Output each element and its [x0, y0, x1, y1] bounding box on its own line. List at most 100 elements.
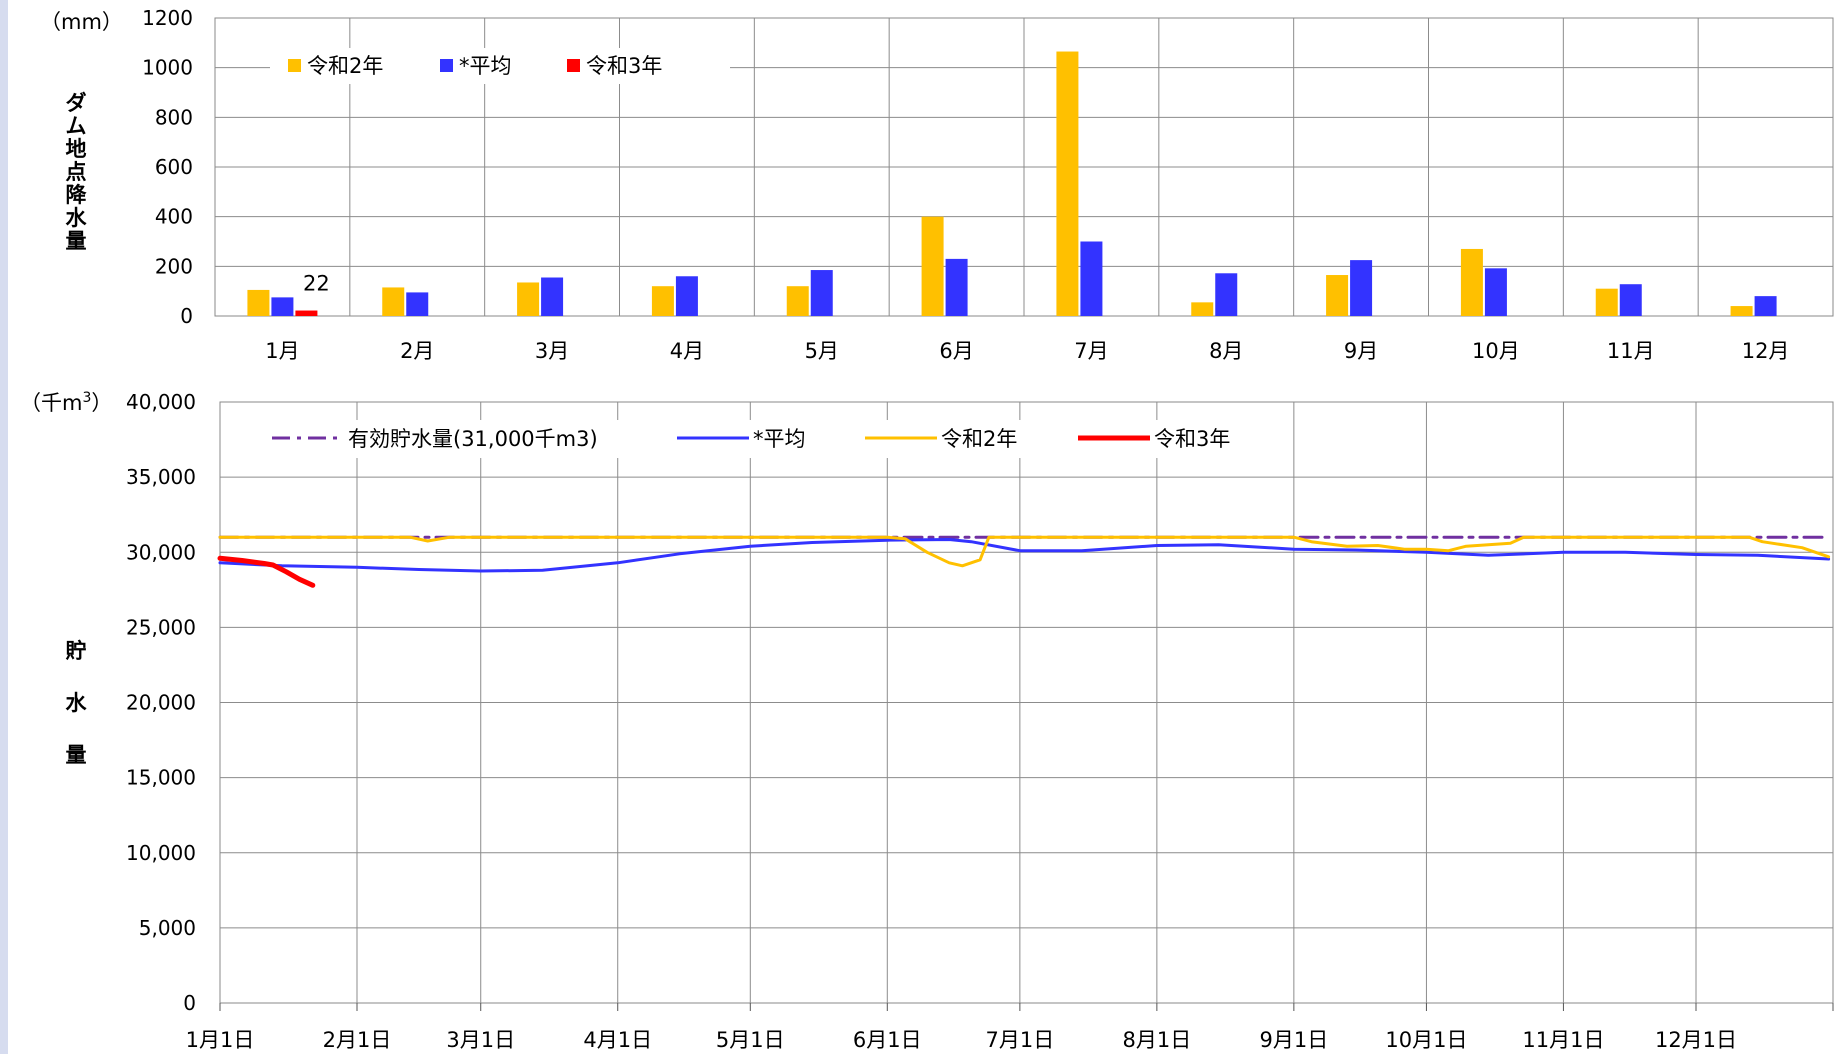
line-x-tick-label: 7月1日	[986, 1028, 1055, 1052]
bar-2-3	[517, 282, 540, 316]
bar-y-axis-label-char: 水	[66, 206, 88, 230]
line-y-tick-label: 20,000	[126, 691, 196, 715]
line-x-tick-label: 3月1日	[446, 1028, 515, 1052]
bar-x-9	[1350, 260, 1373, 316]
line-x-tick-label: 9月1日	[1259, 1028, 1328, 1052]
line-legend: 有効貯水量(31,000千m3) *平均 令和2年 令和3年	[265, 420, 1265, 458]
bar-x-10	[1484, 268, 1507, 316]
line-y-tick-label: 10,000	[126, 841, 196, 865]
bar-legend-label: *平均	[459, 54, 512, 78]
bar-x-6	[945, 258, 968, 316]
bar-2-10	[1460, 248, 1483, 316]
bar-x-tick-label: 4月	[670, 339, 704, 363]
line-legend-label: 令和2年	[941, 427, 1017, 451]
line-x-tick-label: 5月1日	[716, 1028, 785, 1052]
bar-unit-label: （mm）	[40, 10, 123, 34]
bar-y-axis-label-char: 降	[66, 183, 88, 207]
bar-2-2	[382, 287, 405, 316]
bar-y-tick-label: 0	[180, 304, 193, 328]
bar-x-12	[1754, 296, 1777, 316]
bar-3-1	[295, 310, 318, 316]
line-legend-label: 令和3年	[1154, 427, 1230, 451]
bar-legend-swatch-2	[288, 59, 301, 72]
line-series-2-2	[218, 535, 1831, 568]
bar-x-2	[406, 292, 429, 316]
bar-2-7	[1056, 51, 1079, 317]
bar-y-axis-label: ダム地点降水量	[66, 91, 88, 253]
bar-gridlines	[215, 18, 1833, 316]
line-x-tick-label: 11月1日	[1522, 1028, 1604, 1052]
line-series-x-1	[218, 538, 1831, 573]
bar-x-5	[810, 270, 833, 316]
bar-x-7	[1080, 241, 1103, 316]
bar-2-12	[1730, 306, 1753, 316]
line-series-paths	[217, 535, 1831, 588]
line-x-tick-label: 12月1日	[1655, 1028, 1737, 1052]
bar-y-axis-label-char: 地	[66, 137, 87, 161]
bar-x-tick-label: 3月	[535, 339, 569, 363]
bar-x-tick-label: 9月	[1344, 339, 1378, 363]
bar-x-tick-label: 6月	[939, 339, 973, 363]
line-y-tick-labels: 0 5,000 10,000 15,000 20,000 25,000 30,000 35,0…	[126, 390, 196, 1015]
line-y-tick-label: 0	[183, 991, 196, 1015]
line-y-axis-label: 貯水量	[66, 639, 88, 767]
bar-x-tick-label: 8月	[1209, 339, 1243, 363]
line-y-tick-label: 35,000	[126, 465, 196, 489]
bar-data-label: 22	[303, 272, 330, 296]
bar-y-tick-labels: 0 200 400 600 800 1000 1200	[142, 6, 193, 328]
bar-y-axis-label-char: ム	[66, 114, 87, 138]
line-unit-superscript: 3	[82, 390, 91, 406]
line-y-tick-label: 15,000	[126, 766, 196, 790]
line-x-tick-label: 6月1日	[853, 1028, 922, 1052]
line-x-tick-labels: 1月1日 2月1日 3月1日 4月1日 5月1日 6月1日 7月1日 8月1日 9月1日 10月1…	[186, 1028, 1737, 1052]
bar-legend-swatch-x	[440, 59, 453, 72]
bar-x-tick-label: 1月	[265, 339, 299, 363]
bar-2-9	[1326, 275, 1349, 316]
bar-2-11	[1595, 288, 1618, 316]
bar-x-tick-label: 10月	[1472, 339, 1520, 363]
line-x-tick-label: 1月1日	[186, 1028, 255, 1052]
bar-chart: 0 200 400 600 800 1000 1200 1月 2月 3月 4月 5月 6月 7月 8月 9月…	[40, 6, 1834, 363]
bar-y-tick-label: 1200	[142, 6, 193, 30]
bar-x-4	[675, 276, 698, 316]
line-y-axis-label-char: 貯	[66, 639, 87, 663]
bar-data-labels: 22	[303, 272, 330, 296]
line-chart: 0 5,000 10,000 15,000 20,000 25,000 30,000 35,0…	[20, 390, 1834, 1052]
line-gridlines	[219, 402, 1834, 1011]
bar-x-1	[271, 297, 294, 316]
bar-legend: 令和2年 *平均 令和3年	[270, 48, 730, 84]
bar-x-tick-label: 12月	[1742, 339, 1790, 363]
line-legend-label: *平均	[753, 427, 806, 451]
bar-2-5	[786, 286, 809, 316]
line-y-tick-label: 5,000	[139, 916, 196, 940]
page-edge-strip	[0, 0, 8, 1054]
line-y-axis-label-char: 量	[66, 743, 87, 767]
bar-legend-background	[270, 48, 730, 84]
bar-x-tick-label: 11月	[1607, 339, 1655, 363]
bar-y-tick-label: 1000	[142, 56, 193, 80]
bar-legend-swatch-3	[567, 59, 580, 72]
line-unit-label: （千m3）	[20, 390, 112, 415]
bar-x-3	[541, 277, 564, 316]
bar-2-4	[651, 286, 674, 316]
line-x-tick-label: 4月1日	[583, 1028, 652, 1052]
line-series-3-3	[217, 555, 316, 588]
line-y-tick-label: 40,000	[126, 390, 196, 414]
bar-2-1	[247, 289, 270, 316]
bar-y-axis-label-char: 量	[66, 229, 87, 253]
bar-y-axis-label-char: ダ	[66, 91, 87, 115]
bar-legend-label: 令和2年	[307, 54, 383, 78]
bar-x-8	[1215, 273, 1238, 316]
line-x-tick-label: 2月1日	[323, 1028, 392, 1052]
bar-2-6	[921, 216, 944, 316]
line-x-tick-label: 10月1日	[1385, 1028, 1467, 1052]
bar-x-11	[1619, 284, 1642, 316]
bar-2-8	[1191, 302, 1214, 316]
line-y-tick-label: 25,000	[126, 615, 196, 639]
line-unit-close: ）	[91, 391, 112, 415]
line-legend-label: 有効貯水量(31,000千m3)	[348, 427, 598, 451]
bar-legend-label: 令和3年	[586, 54, 662, 78]
bar-y-tick-label: 800	[155, 105, 193, 129]
line-y-axis-label-char: 水	[66, 691, 88, 715]
